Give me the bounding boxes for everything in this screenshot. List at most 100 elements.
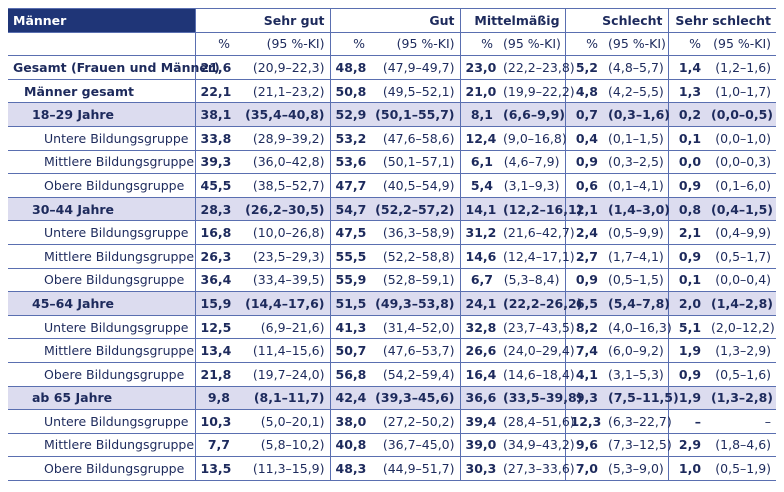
pct-cell: 13,4 — [194, 338, 235, 363]
pct-cell: 2,9 — [667, 433, 707, 458]
pct-cell: 53,2 — [329, 126, 370, 151]
pct-cell: 23,0 — [459, 55, 499, 80]
row-label: Obere Bildungsgruppe — [8, 173, 195, 198]
ci-cell: (47,9–49,7) — [370, 55, 461, 80]
ci-cell: (5,3–9,0) — [603, 456, 669, 481]
ci-cell: (12,2–16,1) — [498, 197, 582, 222]
data-row: Gesamt (Frauen und Männer) 21,6 (20,9–22,3… — [8, 55, 777, 80]
pct-cell: 9,8 — [194, 386, 235, 411]
pct-header: % — [564, 32, 604, 57]
pct-header: % — [329, 32, 370, 57]
ci-cell: (1,7–4,1) — [603, 244, 669, 269]
ci-cell: (0,4–9,9) — [706, 220, 777, 245]
pct-cell: 0,9 — [667, 362, 707, 387]
ci-cell: (27,2–50,2) — [370, 409, 461, 434]
ci-cell: (0,0–0,3) — [706, 150, 777, 175]
pct-cell: 39,0 — [459, 433, 499, 458]
data-row: Obere Bildungsgruppe 21,8 (19,7–24,0) 56,8(… — [8, 362, 777, 387]
row-label: Mittlere Bildungsgruppe — [8, 244, 195, 269]
pct-cell: 12,3 — [564, 409, 604, 434]
pct-cell: 26,6 — [459, 338, 499, 363]
ci-cell: (52,2–58,8) — [370, 244, 461, 269]
pct-cell: 24,1 — [459, 291, 499, 316]
pct-cell: 0,1 — [667, 126, 707, 151]
pct-cell: 53,6 — [329, 150, 370, 175]
ci-cell: (0,3–2,5) — [603, 150, 669, 175]
pct-cell: 56,8 — [329, 362, 370, 387]
pct-cell: 0,7 — [564, 102, 604, 127]
pct-cell: 0,6 — [564, 173, 604, 198]
ci-cell: (0,5–9,9) — [603, 220, 669, 245]
pct-cell: 0,9 — [564, 150, 604, 175]
row-label: Obere Bildungsgruppe — [8, 456, 195, 481]
pct-cell: 55,5 — [329, 244, 370, 269]
ci-cell: (6,9–21,6) — [235, 315, 330, 340]
pct-cell: 45,5 — [194, 173, 235, 198]
ci-cell: (36,3–58,9) — [370, 220, 461, 245]
ci-cell: (7,3–12,5) — [603, 433, 672, 458]
pct-cell: 6,7 — [459, 268, 499, 293]
data-row: Obere Bildungsgruppe 45,5 (38,5–52,7) 47,7(… — [8, 173, 777, 198]
ci-cell: (0,5–1,7) — [706, 244, 777, 269]
ci-cell: (27,3–33,6) — [498, 456, 575, 481]
ci-header: (95 %-KI) — [706, 32, 777, 57]
pct-cell: 47,7 — [329, 173, 370, 198]
pct-cell: – — [667, 409, 707, 434]
ci-cell: (52,8–59,1) — [370, 268, 461, 293]
row-label: 18–29 Jahre — [8, 102, 195, 127]
ci-cell: (5,4–7,8) — [603, 291, 670, 316]
row-label: 30–44 Jahre — [8, 197, 195, 222]
ci-cell: (33,5–39,8) — [498, 386, 582, 411]
ci-cell: (8,1–11,7) — [235, 386, 330, 411]
ci-cell: (24,0–29,4) — [498, 338, 575, 363]
ci-cell: (0,1–4,1) — [603, 173, 669, 198]
pct-header: % — [459, 32, 499, 57]
pct-cell: 2,7 — [564, 244, 604, 269]
data-row: 30–44 Jahre 28,3 (26,2–30,5) 54,7 (52,2–57,2… — [8, 197, 777, 222]
pct-cell: 39,3 — [194, 150, 235, 175]
pct-cell: 39,4 — [459, 409, 499, 434]
ci-cell: (0,5–1,9) — [706, 456, 777, 481]
pct-cell: 5,4 — [459, 173, 499, 198]
pct-cell: 1,0 — [667, 456, 707, 481]
pct-cell: 13,5 — [194, 456, 235, 481]
pct-cell: 47,5 — [329, 220, 370, 245]
ci-cell: (1,4–3,0) — [603, 197, 670, 222]
ci-cell: (6,3–22,7) — [603, 409, 672, 434]
row-label: ab 65 Jahre — [8, 386, 195, 411]
column-header: Sehr gut — [194, 8, 330, 33]
ci-cell: (11,4–15,6) — [235, 338, 330, 363]
ci-header: (95 %-KI) — [603, 32, 669, 57]
header-title: Männer — [8, 8, 195, 33]
ci-cell: (3,1–5,3) — [603, 362, 669, 387]
pct-cell: 15,9 — [194, 291, 235, 316]
ci-cell: (36,0–42,8) — [235, 150, 330, 175]
ci-cell: (0,5–1,5) — [603, 268, 669, 293]
pct-cell: 0,1 — [667, 268, 707, 293]
row-label: 45–64 Jahre — [8, 291, 195, 316]
pct-header: % — [667, 32, 707, 57]
ci-cell: (44,9–51,7) — [370, 456, 461, 481]
row-label: Untere Bildungsgruppe — [8, 315, 195, 340]
ci-cell: (14,4–17,6) — [235, 291, 330, 316]
pct-cell: 48,3 — [329, 456, 370, 481]
ci-cell: (54,2–59,4) — [370, 362, 461, 387]
ci-cell: (3,1–9,3) — [498, 173, 566, 198]
ci-cell: (7,5–11,5) — [603, 386, 679, 411]
table-body: Männer Sehr gut Gut Mittelmäßig Schlecht Sehr… — [8, 8, 777, 481]
ci-cell: (31,4–52,0) — [370, 315, 461, 340]
data-row: Untere Bildungsgruppe 12,5 (6,9–21,6) 41,3(… — [8, 315, 777, 340]
ci-cell: (49,5–52,1) — [370, 79, 461, 104]
column-header: Schlecht — [564, 8, 669, 33]
pct-cell: 36,6 — [459, 386, 499, 411]
ci-cell: (0,1–6,0) — [706, 173, 777, 198]
row-label: Obere Bildungsgruppe — [8, 362, 195, 387]
row-label: Mittlere Bildungsgruppe — [8, 338, 195, 363]
pct-cell: 51,5 — [329, 291, 370, 316]
ci-cell: (1,0–1,7) — [706, 79, 777, 104]
ci-cell: (0,0–0,5) — [706, 102, 777, 127]
ci-cell: (19,7–24,0) — [235, 362, 330, 387]
subheader-row: % (95 %-KI)% (95 %-KI)% (95 %-KI)% (95 %-KI)… — [8, 32, 777, 57]
pct-cell: 52,9 — [329, 102, 370, 127]
pct-cell: 41,3 — [329, 315, 370, 340]
